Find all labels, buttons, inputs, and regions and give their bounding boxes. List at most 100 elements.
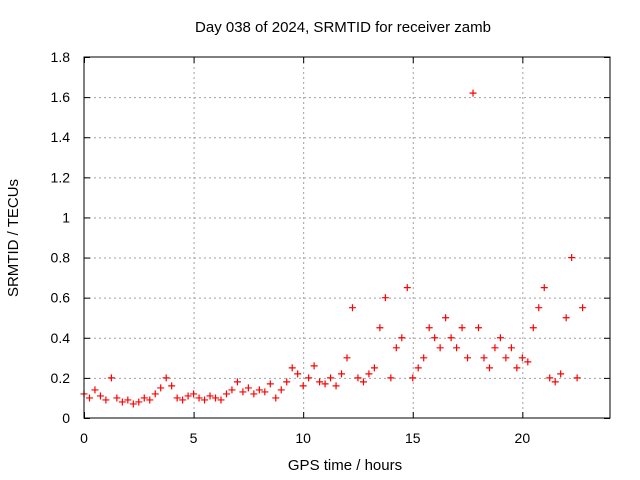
data-point [173,394,181,402]
data-point [162,374,170,382]
data-point [96,392,104,400]
data-point [195,394,203,402]
data-point [332,382,340,390]
data-point [453,344,461,352]
y-tick-label: 1.2 [51,169,71,185]
data-point [343,354,351,362]
data-point [124,396,132,404]
data-point [546,374,554,382]
x-tick-label: 5 [190,430,198,446]
data-point [151,390,159,398]
data-point [321,380,329,388]
data-point [184,392,192,400]
data-point [201,396,209,404]
data-point [354,374,362,382]
data-point [513,364,521,372]
data-point [107,374,115,382]
data-point [376,324,384,332]
data-point [222,390,230,398]
data-point [294,370,302,378]
data-point [129,400,137,408]
tick-labels: 0 5 10 15 20 0 0.2 0.4 0.6 0.8 1 1.2 1.4 1.6 1.8 [51,49,531,446]
data-point [551,378,559,386]
data-point [179,396,187,404]
data-point [310,362,318,370]
data-point [244,384,252,392]
y-axis-title: SRMTID / TECUs [5,179,22,297]
data-point [277,386,285,394]
data-point [491,344,499,352]
data-point [140,394,148,402]
data-point [146,396,154,404]
data-point [431,334,439,342]
y-tick-label: 1 [62,209,70,225]
y-tick-label: 1.4 [51,129,71,145]
data-point [409,374,417,382]
data-point [190,390,198,398]
data-point [496,334,504,342]
y-tick-label: 0.6 [51,290,71,306]
data-point [233,378,241,386]
y-tick-label: 0.4 [51,330,71,346]
data-point [206,392,214,400]
data-point [365,370,373,378]
data-point [529,324,537,332]
data-point [573,374,581,382]
data-point [348,304,356,312]
x-tick-label: 0 [80,430,88,446]
data-point [283,378,291,386]
y-tick-label: 1.8 [51,49,71,65]
data-point [387,374,395,382]
data-point [562,314,570,322]
data-point [157,384,165,392]
data-point [535,304,543,312]
data-point [359,378,367,386]
data-points [80,89,587,408]
y-tick-label: 0.2 [51,370,71,386]
data-point [250,390,258,398]
y-tick-label: 0.8 [51,250,71,266]
data-point [217,396,225,404]
data-point [316,378,324,386]
data-point [261,388,269,396]
data-point [469,89,477,97]
data-point [113,394,121,402]
data-point [239,388,247,396]
data-point [557,370,565,378]
data-point [212,394,219,402]
data-point [579,304,587,312]
data-point [381,294,389,302]
data-point [568,254,576,262]
x-tick-label: 10 [295,430,311,446]
data-point [420,354,428,362]
x-tick-label: 20 [515,430,531,446]
data-point [299,382,307,390]
data-point [228,386,236,394]
data-point [266,380,274,388]
data-point [305,374,313,382]
data-point [370,364,378,372]
data-point [436,344,444,352]
data-point [464,354,472,362]
data-point [485,364,493,372]
data-point [480,354,488,362]
data-point [338,370,346,378]
data-point [442,314,450,322]
x-tick-label: 15 [405,430,421,446]
data-point [85,394,93,402]
data-point [272,394,280,402]
data-point [327,374,335,382]
data-point [403,284,411,292]
data-point [502,354,510,362]
data-point [447,334,455,342]
data-point [91,386,99,394]
plot-frame [83,56,611,419]
data-point [518,354,526,362]
x-axis-title: GPS time / hours [288,457,402,474]
chart-title: Day 038 of 2024, SRMTID for receiver zam… [195,19,491,36]
data-point [425,324,433,332]
data-point [102,396,110,404]
data-point [255,386,263,394]
data-point [524,358,532,366]
